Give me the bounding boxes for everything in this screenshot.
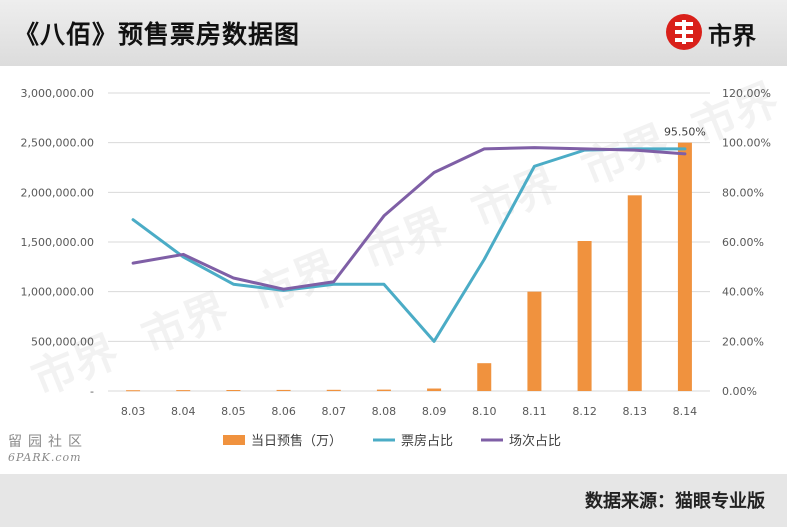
bar-presale — [176, 390, 191, 392]
y-left-tick-label: 2,500,000.00 — [21, 137, 94, 150]
data-source: 数据来源：猫眼专业版 — [585, 491, 765, 512]
y-right-tick-label: 20.00% — [722, 335, 764, 348]
y-right-tick-label: 100.00% — [722, 137, 771, 150]
bar-presale — [627, 195, 642, 391]
watermark-cn: 留园社区 — [8, 434, 88, 450]
chart-title: 《八佰》预售票房数据图 — [14, 20, 301, 49]
bar-presale — [527, 291, 542, 391]
background-watermark: 市界 — [355, 200, 456, 280]
x-tick-label: 8.07 — [322, 405, 347, 418]
watermark-en: 6PARK.com — [8, 451, 82, 464]
x-tick-label: 8.06 — [271, 405, 296, 418]
bar-presale — [276, 389, 291, 391]
logo-text: 市界 — [708, 22, 756, 50]
legend-swatch-presale — [223, 435, 245, 445]
y-right-tick-label: 80.00% — [722, 186, 764, 199]
x-tick-label: 8.13 — [623, 405, 648, 418]
data-label: 95.50% — [664, 126, 706, 139]
y-right-tick-label: 60.00% — [722, 236, 764, 249]
y-left-tick-label: 2,000,000.00 — [21, 186, 94, 199]
x-tick-label: 8.14 — [673, 405, 698, 418]
bar-presale — [326, 389, 341, 391]
brand-logo: 市界 — [664, 10, 782, 54]
bar-presale — [126, 390, 141, 392]
chart-header: 《八佰》预售票房数据图 市界 — [0, 0, 787, 66]
plot-area: 市界 市界 市界 市界 市界 市界 市界 -0.00% 500,000.00 20.00% 1,00… — [0, 66, 787, 474]
x-tick-label: 8.03 — [121, 405, 146, 418]
y-right-tick-label: 40.00% — [722, 286, 764, 299]
x-tick-label: 8.10 — [472, 405, 497, 418]
x-tick-label: 8.12 — [572, 405, 597, 418]
x-tick-label: 8.05 — [221, 405, 246, 418]
logo-emblem-icon — [666, 14, 702, 50]
bar-presale — [577, 241, 592, 391]
bar-presale — [677, 142, 692, 391]
watermark: 留园社区 6PARK.com — [8, 431, 88, 464]
y-right-tick-label: 0.00% — [722, 385, 757, 398]
legend-label: 场次占比 — [509, 433, 561, 449]
x-tick-label: 8.09 — [422, 405, 447, 418]
x-tick-label: 8.04 — [171, 405, 196, 418]
y-left-tick-label: 500,000.00 — [31, 335, 94, 348]
bar-presale — [427, 388, 442, 391]
x-tick-label: 8.08 — [372, 405, 397, 418]
legend-label: 当日预售（万） — [251, 433, 342, 449]
background-watermark: 市界 — [575, 116, 676, 196]
legend-label: 票房占比 — [401, 433, 453, 449]
bar-presale — [477, 363, 492, 391]
line-show-share — [131, 146, 687, 291]
y-left-tick-label: 1,000,000.00 — [21, 286, 94, 299]
background-watermark: 市界 — [135, 284, 236, 364]
bar-presale — [226, 390, 241, 392]
y-left-tick-label: - — [90, 385, 94, 398]
x-tick-label: 8.11 — [522, 405, 547, 418]
background-watermark: 市界 — [465, 158, 566, 238]
y-left-tick-label: 3,000,000.00 — [21, 87, 94, 100]
bar-presale — [376, 389, 391, 391]
y-left-tick-label: 1,500,000.00 — [21, 236, 94, 249]
y-right-tick-label: 120.00% — [722, 87, 771, 100]
